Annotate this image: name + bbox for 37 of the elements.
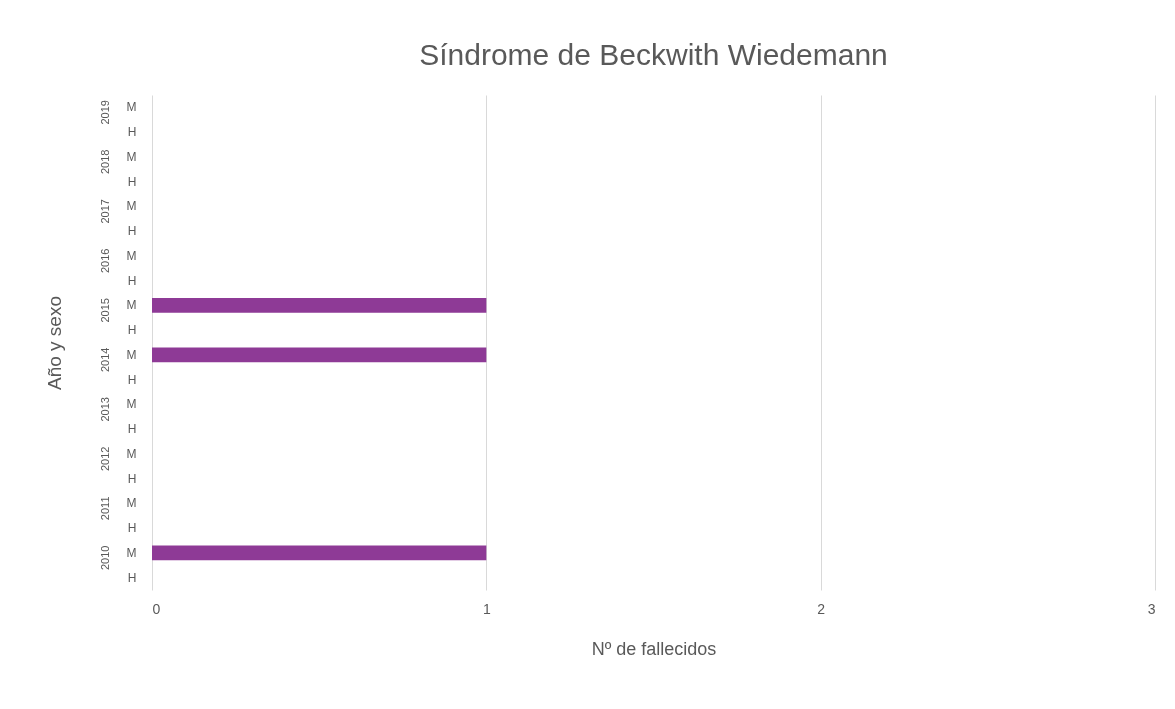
y-tick-label: M — [126, 199, 137, 214]
y-tick-label: H — [127, 570, 137, 585]
y-tick-label: H — [127, 224, 137, 239]
y-tick-label: H — [127, 273, 137, 288]
text: 2019 — [99, 100, 111, 125]
y-tick-label: H — [127, 471, 137, 486]
y-tick-label: M — [126, 100, 137, 115]
text: 2011 — [99, 496, 111, 521]
text: 2012 — [99, 446, 111, 472]
text: 2013 — [99, 397, 111, 422]
y-tick-label: M — [126, 248, 137, 263]
x-tick-label: 2 — [817, 600, 826, 617]
y-tick-label: M — [126, 347, 137, 362]
text: 2015 — [99, 298, 111, 323]
x-tick-label: 1 — [482, 600, 491, 617]
text: 2016 — [99, 248, 111, 274]
y-axis-title: Año y sexo — [43, 296, 65, 390]
y-tick-label: H — [127, 521, 137, 536]
y-tick-label: M — [126, 149, 137, 164]
y-tick-label: M — [126, 397, 137, 412]
y-tick-label: H — [127, 372, 137, 387]
y-tick-label: M — [126, 545, 137, 560]
text: 2018 — [99, 149, 111, 175]
y-tick-label: H — [127, 323, 137, 338]
text: 2017 — [99, 199, 111, 224]
text: 2010 — [99, 545, 111, 571]
y-tick-label: H — [127, 174, 137, 189]
y-tick-label: M — [126, 446, 137, 461]
y-tick-label: M — [126, 298, 137, 313]
y-tick-label: H — [127, 422, 137, 437]
x-tick-label: 0 — [152, 600, 161, 617]
x-axis-title: Nº de fallecidos — [591, 638, 717, 659]
y-tick-label: M — [126, 496, 137, 511]
text: 2014 — [99, 347, 111, 373]
x-tick-label: 3 — [1147, 600, 1156, 617]
chart-title: Síndrome de Beckwith Wiedemann — [419, 38, 888, 71]
y-tick-label: H — [127, 125, 137, 140]
